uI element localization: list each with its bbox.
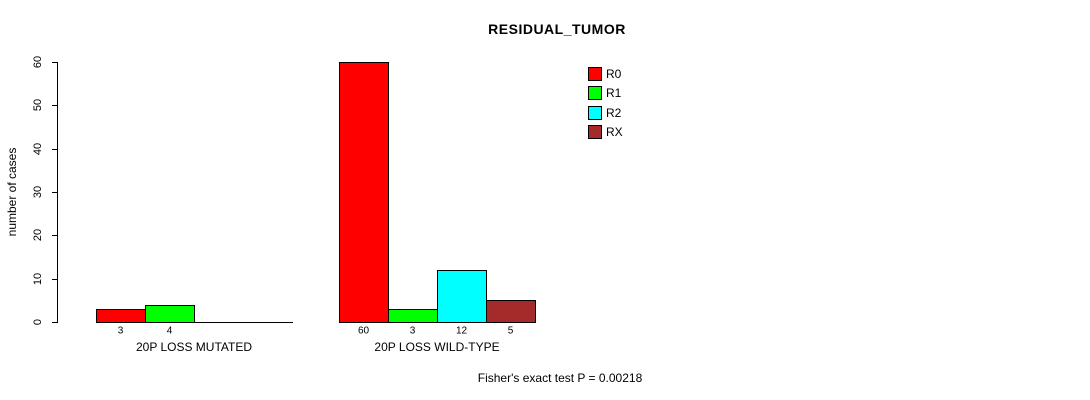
bar-R0 [96,309,146,323]
y-tick [52,105,57,107]
legend-swatch-R0 [588,67,602,81]
bar-R1 [388,309,438,323]
bar-value-label: 5 [507,325,514,337]
y-tick [52,235,57,237]
category-label: 20P LOSS WILD-TYPE [374,340,500,354]
y-tick-label: 10 [32,272,44,285]
y-tick-label: 40 [32,142,44,155]
y-tick [52,278,57,280]
y-tick [52,62,57,63]
y-axis-line [57,62,58,323]
bar-R2 [437,270,487,323]
bar-RX [486,300,536,323]
legend-label-RX: RX [606,124,623,139]
legend-label-R0: R0 [606,67,622,81]
bar-R0 [339,62,389,323]
bar-value-label: 60 [357,325,370,337]
y-tick-label: 0 [32,318,44,326]
bar-value-label: 4 [166,325,173,337]
y-tick [52,148,57,150]
legend-label-R2: R2 [606,105,622,120]
y-tick-label: 60 [32,55,44,69]
y-tick [52,322,57,323]
y-tick-label: 50 [32,99,44,112]
legend-swatch-R2 [588,105,602,120]
bar-value-label: 12 [455,325,468,337]
y-tick-label: 20 [32,229,44,242]
legend-label-R1: R1 [606,86,622,101]
y-tick-label: 30 [32,185,44,199]
chart-title: RESIDUAL_TUMOR [488,21,626,37]
legend-swatch-RX [588,124,602,139]
stat-annotation: Fisher's exact test P = 0.00218 [477,371,643,385]
bar-value-label: 3 [117,325,124,337]
y-tick [52,192,57,193]
y-axis-title: number of cases [5,147,19,237]
legend-swatch-R1 [588,86,602,101]
bar-value-label: 3 [409,325,416,337]
category-label: 20P LOSS MUTATED [135,340,253,354]
bar-R1 [145,304,195,323]
